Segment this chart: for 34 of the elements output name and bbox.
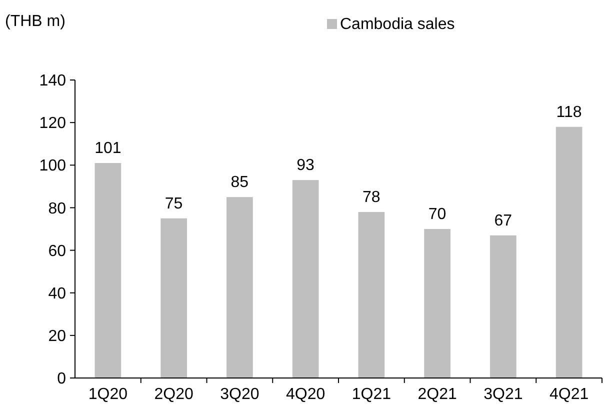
x-tick-label: 2Q21 [418,386,457,403]
data-label: 70 [428,206,446,223]
data-label: 85 [230,174,249,192]
x-tick-label: 4Q21 [549,386,589,403]
y-tick-label: 40 [48,285,66,302]
y-axis-title: (THB m) [5,13,66,30]
data-label: 118 [556,104,582,121]
data-label: 75 [164,195,183,212]
x-tick-label: 1Q21 [352,386,392,403]
x-tick-label: 4Q20 [286,386,326,403]
x-tick-label: 2Q20 [154,386,194,403]
x-tick-label: 3Q20 [220,386,260,403]
legend-label: Cambodia sales [340,16,455,33]
bar [358,212,385,378]
y-tick-label: 120 [39,115,66,132]
bar [424,229,450,378]
y-tick-label: 20 [48,328,66,346]
bar [292,180,319,378]
y-tick-label: 80 [48,200,66,218]
bar [94,163,122,378]
y-tick-label: 100 [39,158,66,175]
data-label: 101 [94,140,122,158]
bar [160,218,187,378]
data-label: 67 [494,212,512,230]
x-tick-label: 3Q21 [484,386,523,403]
y-tick-label: 0 [57,370,66,388]
bar [226,197,253,378]
data-label: 93 [296,157,315,174]
bar [490,235,516,378]
y-tick-label: 60 [48,242,66,260]
x-tick-label: 1Q20 [88,386,128,403]
bar [556,126,582,378]
data-label: 78 [362,188,380,206]
y-tick-label: 140 [39,72,66,90]
